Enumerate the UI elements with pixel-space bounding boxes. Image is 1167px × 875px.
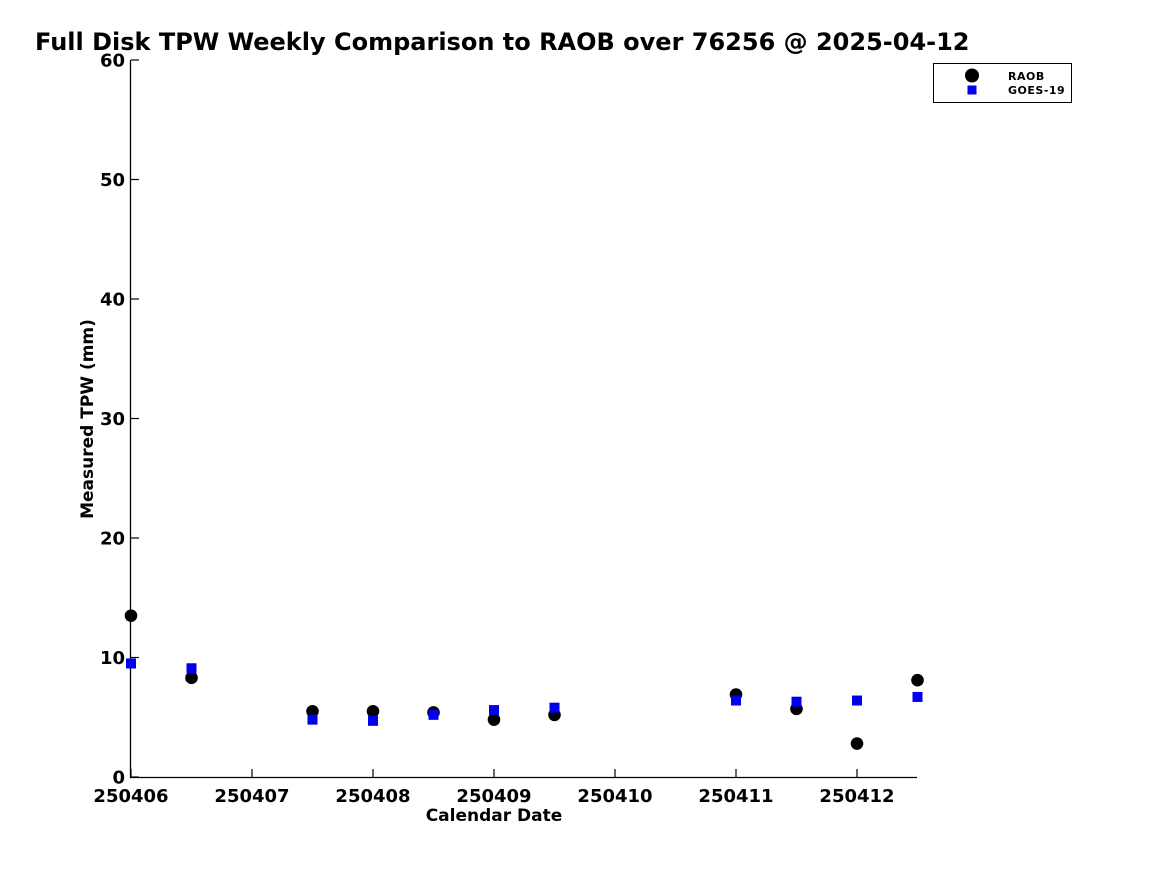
x-axis-label: Calendar Date (426, 806, 563, 826)
y-tick-label: 60 (100, 51, 125, 72)
x-tick-label: 250408 (335, 786, 410, 807)
legend-marker-goes19-icon (967, 85, 977, 95)
data-point-goes-19 (489, 705, 499, 716)
data-point-goes-19 (186, 663, 197, 674)
y-axis-label: Measured TPW (mm) (78, 319, 98, 519)
x-tick-label: 250407 (214, 786, 289, 807)
data-points (124, 609, 924, 750)
y-tick-label: 20 (100, 529, 125, 550)
data-point-raob (366, 704, 380, 718)
data-point-raob (850, 737, 864, 750)
data-point-raob (124, 609, 138, 622)
chart-title: Full Disk TPW Weekly Comparison to RAOB … (35, 28, 970, 56)
legend-box (933, 63, 1072, 103)
data-point-raob (487, 713, 501, 726)
x-tick-label: 250409 (456, 786, 531, 807)
y-tick-label: 50 (100, 170, 125, 191)
legend-label-raob: RAOB (1008, 70, 1045, 83)
x-tick-label: 250411 (698, 786, 773, 807)
x-tick-label: 250406 (93, 786, 168, 807)
y-tick-label: 0 (112, 768, 125, 789)
y-tick-label: 30 (100, 409, 125, 430)
data-point-raob (306, 704, 319, 718)
data-point-goes-19 (428, 709, 439, 720)
data-point-goes-19 (126, 658, 136, 669)
data-point-goes-19 (791, 696, 802, 707)
data-point-raob (185, 671, 198, 685)
y-tick-label: 10 (100, 648, 125, 669)
legend-marker-raob-icon (965, 68, 979, 83)
legend-label-goes19: GOES-19 (1008, 84, 1065, 97)
data-point-goes-19 (852, 695, 862, 706)
data-point-goes-19 (307, 714, 318, 725)
axes: 250406 250407 250408 250409 250410 250411 2504… (93, 51, 917, 807)
data-point-goes-19 (549, 702, 560, 713)
data-point-goes-19 (368, 715, 378, 726)
y-tick-label: 40 (100, 290, 125, 311)
data-point-raob (911, 673, 924, 687)
data-point-goes-19 (731, 695, 741, 706)
x-tick-label: 250410 (577, 786, 652, 807)
legend: RAOB GOES-19 (933, 63, 1072, 103)
x-tick-label: 250412 (819, 786, 894, 807)
data-point-goes-19 (912, 691, 923, 702)
